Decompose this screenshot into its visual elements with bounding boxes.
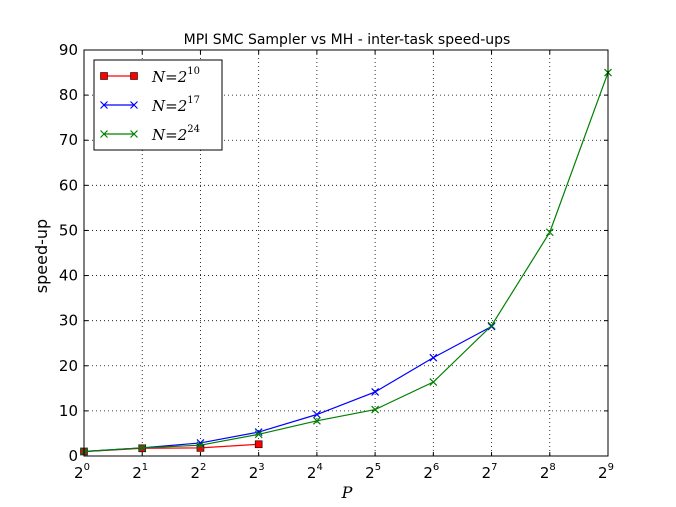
x-tick-base: 2 — [365, 464, 375, 482]
x-tick-base: 2 — [307, 464, 317, 482]
data-point-marker — [312, 416, 321, 425]
data-point-marker — [371, 388, 380, 396]
data-point-marker — [100, 130, 108, 138]
legend-label-exponent: 10 — [187, 66, 200, 77]
data-point-marker — [371, 405, 380, 414]
legend-item-10: N=210 — [100, 66, 200, 86]
x-tick-exponent: 5 — [375, 462, 381, 473]
legend-label-base: N=2 — [151, 97, 187, 115]
y-tick-label: 60 — [59, 176, 78, 194]
y-tick-label: 70 — [59, 131, 78, 149]
y-tick-label: 30 — [59, 312, 78, 330]
x-tick-base: 2 — [598, 464, 608, 482]
plot-frame — [83, 49, 609, 457]
grid — [84, 50, 608, 456]
legend-item-17: N=217 — [100, 95, 200, 115]
x-tick-label: 24 — [307, 462, 323, 482]
y-axis-label: speed-up — [32, 219, 51, 293]
series-line — [83, 326, 492, 453]
series-17 — [80, 322, 496, 456]
x-tick-exponent: 1 — [142, 462, 148, 473]
data-point-marker — [254, 440, 263, 449]
y-tick-label: 10 — [59, 402, 78, 420]
legend-label: N=217 — [151, 95, 200, 115]
x-tick-label: 26 — [423, 462, 439, 482]
data-point-marker — [487, 322, 496, 331]
data-point-marker — [254, 430, 263, 439]
x-tick-label: 28 — [540, 462, 556, 482]
x-tick-exponent: 2 — [200, 462, 206, 473]
y-tick-labels: 0 10 20 30 40 50 60 70 80 90 — [59, 41, 78, 465]
data-point-marker — [429, 378, 438, 386]
x-tick-label: 27 — [482, 462, 498, 482]
legend-label: N=210 — [151, 66, 200, 86]
legend-label: N=224 — [151, 124, 200, 144]
x-tick-label: 25 — [365, 462, 381, 482]
chart-title: MPI SMC Sampler vs MH - inter-task speed… — [184, 32, 511, 48]
x-tick-exponent: 8 — [549, 462, 555, 473]
x-tick-label: 23 — [249, 462, 265, 482]
data-point-marker — [100, 72, 108, 80]
legend-label-exponent: 17 — [187, 95, 200, 106]
x-tick-label: 29 — [598, 462, 614, 482]
data-point-marker — [130, 130, 138, 138]
x-tick-base: 2 — [423, 464, 433, 482]
x-tick-exponent: 7 — [491, 462, 497, 473]
legend-label-base: N=2 — [151, 68, 187, 86]
x-tick-base: 2 — [74, 464, 84, 482]
y-tick-label: 90 — [59, 41, 78, 59]
y-tick-label: 50 — [59, 221, 78, 239]
series-line — [83, 72, 609, 453]
data-point-marker — [100, 101, 108, 109]
x-tick-base: 2 — [132, 464, 142, 482]
data-point-marker — [130, 101, 138, 109]
data-point-marker — [312, 410, 321, 419]
x-tick-label: 22 — [190, 462, 206, 482]
x-axis-label: P — [341, 483, 353, 502]
x-tick-label: 20 — [74, 462, 90, 482]
x-tick-base: 2 — [190, 464, 200, 482]
data-point-marker — [138, 443, 147, 452]
series-10 — [80, 440, 263, 456]
y-tick-label: 20 — [59, 357, 78, 375]
y-tick-label: 80 — [59, 86, 78, 104]
x-tick-exponent: 3 — [258, 462, 264, 473]
x-tick-base: 2 — [249, 464, 259, 482]
x-tick-base: 2 — [482, 464, 492, 482]
data-point-marker — [196, 441, 205, 450]
x-tick-base: 2 — [540, 464, 550, 482]
x-tick-exponent: 6 — [433, 462, 439, 473]
x-tick-exponent: 9 — [608, 462, 614, 473]
series-layer — [80, 68, 612, 456]
legend-label-exponent: 24 — [187, 124, 200, 135]
data-point-marker — [130, 72, 138, 80]
x-tick-exponent: 4 — [316, 462, 322, 473]
data-point-marker — [487, 321, 496, 330]
data-point-marker — [429, 353, 438, 362]
y-tick-label: 40 — [59, 267, 78, 285]
data-point-marker — [545, 228, 554, 237]
legend-item-24: N=224 — [100, 124, 200, 144]
x-tick-exponent: 0 — [84, 462, 90, 473]
x-tick-labels: 20 21 22 23 24 25 26 27 28 29 — [74, 462, 614, 482]
legend-label-base: N=2 — [151, 126, 187, 144]
ticks — [83, 49, 609, 457]
y-tick-label: 0 — [68, 447, 78, 465]
x-tick-label: 21 — [132, 462, 148, 482]
